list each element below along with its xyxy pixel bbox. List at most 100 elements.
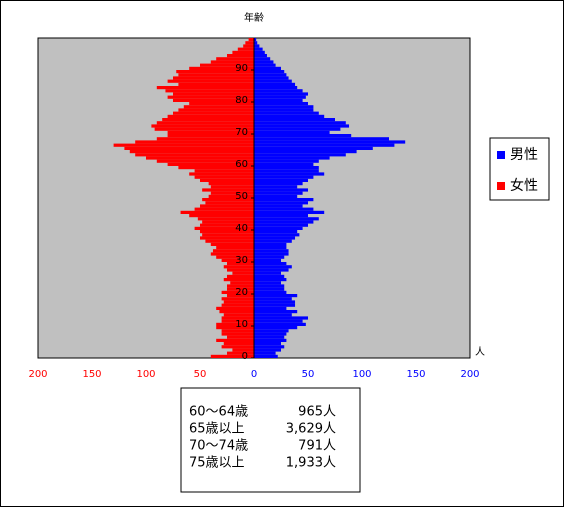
bar (173, 92, 254, 96)
bar (208, 182, 254, 186)
legend-swatch (497, 151, 505, 159)
bar (254, 236, 296, 240)
bar (189, 172, 254, 176)
bar (254, 297, 292, 301)
bar (227, 351, 254, 355)
bar (254, 220, 314, 224)
bar (254, 191, 303, 195)
bar (200, 230, 254, 234)
bar (254, 140, 406, 144)
bar (162, 118, 254, 122)
bar (254, 60, 274, 64)
bar (248, 38, 254, 42)
bar (254, 290, 287, 294)
bar (223, 278, 254, 282)
bar (254, 294, 298, 298)
bar (156, 86, 254, 90)
bar (223, 342, 254, 346)
bar (156, 121, 254, 125)
bar (254, 354, 278, 358)
bar (216, 57, 254, 61)
bar (194, 226, 254, 230)
bar (232, 50, 254, 54)
bar (254, 118, 335, 122)
bar (254, 284, 285, 288)
bar (221, 319, 254, 323)
bar (254, 47, 263, 51)
y-tick-label: 20 (235, 287, 248, 298)
bar (254, 268, 289, 272)
bar (227, 294, 254, 298)
bar (230, 281, 254, 285)
y-tick-label: 80 (235, 95, 248, 106)
bar (154, 127, 254, 131)
bar (178, 108, 254, 112)
bar (254, 239, 292, 243)
summary-value: 965人 (298, 405, 336, 420)
bar (254, 127, 341, 131)
bar (221, 303, 254, 307)
bar (254, 82, 296, 86)
bar (221, 258, 254, 262)
bar (254, 226, 303, 230)
bar (254, 319, 303, 323)
bar (254, 156, 330, 160)
bar (254, 255, 285, 259)
bar (254, 262, 287, 266)
legend-label: 男性 (510, 147, 538, 163)
bar (232, 348, 254, 352)
bar (254, 159, 319, 163)
bar (165, 89, 254, 93)
y-tick-label: 70 (235, 127, 248, 138)
x-tick-label: 0 (251, 369, 257, 380)
bar (210, 60, 254, 64)
bar (254, 214, 308, 218)
bar (205, 201, 254, 205)
summary-value: 1,933人 (286, 456, 336, 471)
bar (254, 233, 300, 237)
bar (219, 310, 254, 314)
bar (254, 313, 292, 317)
bar (173, 76, 254, 80)
bar (221, 329, 254, 333)
bar (254, 265, 292, 269)
x-tick-label: 200 (460, 369, 479, 380)
y-tick-label: 10 (235, 319, 248, 330)
summary-label: 70～74歳 (189, 439, 248, 454)
bar (254, 63, 276, 67)
bar (254, 166, 319, 170)
bar (254, 54, 267, 58)
bar (254, 252, 289, 256)
bar (124, 146, 255, 150)
chart-title: 年齢 (244, 11, 264, 24)
bar (254, 242, 287, 246)
bar (167, 162, 254, 166)
bar (254, 108, 314, 112)
bar (254, 57, 271, 61)
bar (221, 316, 254, 320)
bar (202, 220, 254, 224)
x-tick-label: 150 (406, 369, 425, 380)
bar (232, 271, 254, 275)
bar (254, 278, 287, 282)
bar (254, 348, 281, 352)
bar (208, 194, 254, 198)
bar (254, 329, 289, 333)
summary-label: 75歳以上 (189, 456, 245, 471)
x-tick-label: 100 (136, 369, 155, 380)
bar (178, 73, 254, 77)
bar (254, 303, 296, 307)
bar (146, 156, 254, 160)
bar (245, 41, 254, 45)
bar (254, 271, 281, 275)
bar (254, 169, 319, 173)
bar (227, 54, 254, 58)
bar (202, 198, 254, 202)
bar (254, 153, 346, 157)
legend-swatch (497, 182, 505, 190)
bar (254, 76, 289, 80)
bar (254, 345, 285, 349)
bar (254, 246, 287, 250)
bar (254, 300, 296, 304)
